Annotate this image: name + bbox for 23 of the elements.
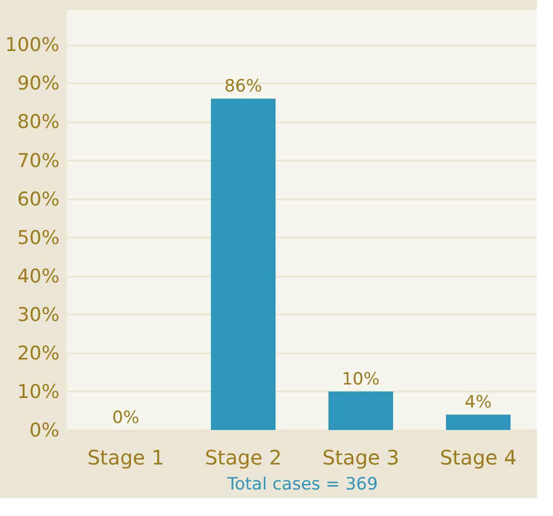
data-label: 86% bbox=[224, 76, 262, 97]
y-tick-label: 100% bbox=[5, 34, 60, 56]
data-label: 0% bbox=[112, 408, 140, 428]
y-tick-label: 60% bbox=[17, 188, 60, 210]
y-tick-label: 20% bbox=[17, 342, 60, 364]
x-axis-title: Total cases = 369 bbox=[226, 474, 378, 494]
y-tick-label: 70% bbox=[17, 150, 60, 172]
y-tick-label: 0% bbox=[29, 420, 60, 442]
y-tick-label: 90% bbox=[17, 72, 60, 95]
x-tick-label: Stage 2 bbox=[204, 446, 282, 470]
x-tick-label: Stage 1 bbox=[87, 446, 164, 470]
data-label: 10% bbox=[342, 369, 380, 390]
y-tick-label: 50% bbox=[17, 226, 60, 249]
data-label: 4% bbox=[464, 392, 492, 413]
bar bbox=[210, 98, 276, 430]
bar bbox=[446, 414, 511, 430]
bar bbox=[328, 391, 394, 430]
y-tick-label: 40% bbox=[17, 265, 60, 288]
x-tick-label: Stage 3 bbox=[322, 446, 400, 470]
x-tick-label: Stage 4 bbox=[440, 446, 517, 470]
y-tick-label: 30% bbox=[17, 304, 60, 326]
y-tick-label: 10% bbox=[17, 380, 60, 403]
y-tick-label: 80% bbox=[17, 111, 60, 134]
